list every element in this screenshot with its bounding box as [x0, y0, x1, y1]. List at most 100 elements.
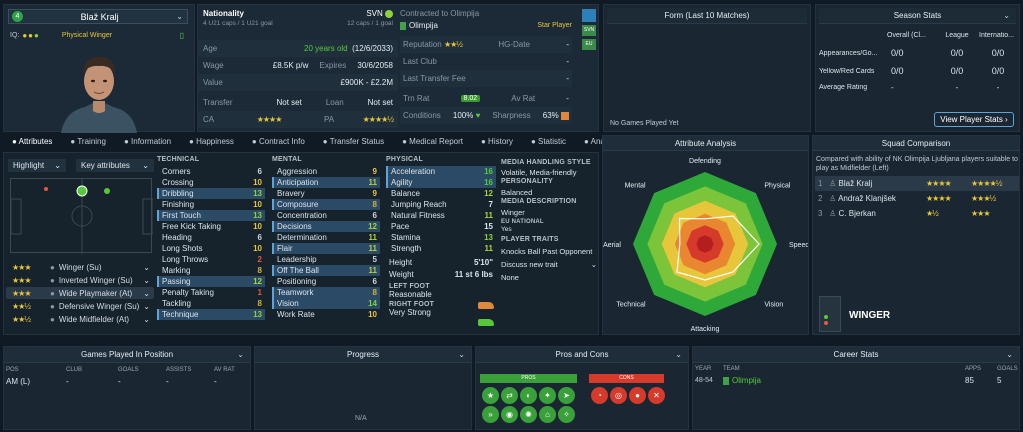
badge-blue[interactable] — [582, 9, 596, 22]
attribute-row[interactable]: Finishing 10 — [157, 199, 265, 210]
highlight-dropdown[interactable]: Highlight ⌄ — [8, 159, 66, 172]
chevron-down-icon[interactable]: ⌄ — [458, 350, 465, 359]
attribute-row[interactable]: Anticipation 11 — [272, 177, 380, 188]
chevron-down-icon[interactable]: ⌄ — [675, 350, 682, 359]
tab-history[interactable]: ● History — [480, 137, 513, 146]
chevron-down-icon[interactable]: ⌄ — [176, 12, 183, 21]
role-row[interactable]: ★★★ ● Inverted Winger (Su) ⌄ — [6, 274, 154, 286]
season-col-league[interactable]: League — [945, 32, 969, 39]
games-col-goals[interactable]: GOALS — [118, 367, 139, 373]
attribute-row[interactable]: Composure 8 — [272, 199, 380, 210]
squad-row[interactable]: 2 ♙ Andraž Klanjšek ★★★★ ★★★½ — [815, 191, 1019, 206]
attribute-row[interactable]: Strength 11 — [386, 243, 496, 254]
attribute-row[interactable]: Agility 16 — [386, 177, 496, 188]
attribute-row[interactable]: First Touch 13 — [157, 210, 265, 221]
attribute-row[interactable]: Corners 6 — [157, 166, 265, 177]
season-col-overall[interactable]: Overall (Cl... — [887, 32, 926, 39]
role-row[interactable]: ★★★ ● Winger (Su) ⌄ — [6, 261, 154, 273]
attribute-row[interactable]: Positioning 6 — [272, 276, 380, 287]
club-name[interactable]: Olimpija — [409, 21, 438, 30]
career-col-year[interactable]: YEAR — [695, 366, 712, 372]
career-col-goals[interactable]: GOALS — [997, 366, 1018, 372]
attribute-row[interactable]: Dribbling 13 — [157, 188, 265, 199]
tab-statistic[interactable]: ● Statistic — [530, 137, 567, 146]
dot-icon: ● — [50, 275, 55, 285]
attribute-row[interactable]: Tackling 8 — [157, 298, 265, 309]
chevron-down-icon[interactable]: ⌄ — [1003, 11, 1010, 20]
attribute-row[interactable]: Natural Fitness 11 — [386, 210, 496, 221]
games-col-assists[interactable]: ASSISTS — [166, 367, 192, 373]
tackle-icon[interactable]: ✕ — [648, 387, 665, 404]
attribute-row[interactable]: Long Throws 2 — [157, 254, 265, 265]
role-row[interactable]: ★★★ ● Wide Playmaker (At) ⌄ — [6, 287, 154, 299]
attribute-row[interactable]: Marking 8 — [157, 265, 265, 276]
star-icon[interactable]: ★ — [482, 387, 499, 404]
attribute-row[interactable]: Jumping Reach 7 — [386, 199, 496, 210]
badge-svn[interactable]: SVN — [582, 25, 596, 36]
career-col-team[interactable]: TEAM — [723, 366, 740, 372]
touch-icon[interactable]: ✦ — [539, 387, 556, 404]
speed-icon[interactable]: » — [482, 406, 499, 423]
vision-icon[interactable]: ◉ — [501, 406, 518, 423]
run-icon[interactable]: ➤ — [558, 387, 575, 404]
career-team[interactable]: Olimpija — [732, 376, 761, 385]
attribute-row[interactable]: Leadership 5 — [272, 254, 380, 265]
attribute-row[interactable]: Passing 12 — [157, 276, 265, 287]
attribute-row[interactable]: Acceleration 16 — [386, 166, 496, 177]
player-name-bar[interactable]: 4 Blaž Kralj ⌄ — [8, 9, 188, 24]
clipboard-icon[interactable]: ▯ — [179, 30, 184, 40]
games-col-avrat[interactable]: AV RAT — [214, 367, 235, 373]
tab-happiness[interactable]: ● Happiness — [189, 137, 234, 146]
games-col-club[interactable]: CLUB — [66, 367, 83, 373]
pass-icon[interactable]: ⇄ — [501, 387, 518, 404]
attribute-row[interactable]: Bravery 9 — [272, 188, 380, 199]
tab-attributes[interactable]: ● Attributes — [12, 137, 53, 146]
role-row[interactable]: ★★½ ● Wide Midfielder (At) ⌄ — [6, 313, 154, 325]
flair-icon[interactable]: ✧ — [558, 406, 575, 423]
attribute-row[interactable]: Stamina 13 — [386, 232, 496, 243]
career-row[interactable]: 48-54 Olimpija 85 5 — [695, 376, 1015, 385]
role-row[interactable]: ★★½ ● Defensive Winger (Su) ⌄ — [6, 300, 154, 312]
position-pitch[interactable] — [10, 178, 154, 254]
attribute-row[interactable]: Heading 6 — [157, 232, 265, 243]
attribute-row[interactable]: Vision 14 — [272, 298, 380, 309]
squad-row[interactable]: 1 ♙ Blaž Kralj ★★★★ ★★★★½ — [815, 176, 1019, 191]
key-attributes-dropdown[interactable]: Key attributes ⌄ — [76, 159, 154, 172]
tab-information[interactable]: ● Information — [123, 137, 172, 146]
tab-medical-report[interactable]: ● Medical Report — [402, 137, 463, 146]
games-row[interactable]: AM (L) - - - - — [6, 377, 248, 386]
header-icon[interactable]: ● — [629, 387, 646, 404]
attribute-row[interactable]: Determination 11 — [272, 232, 380, 243]
season-col-intl[interactable]: Internatio... — [979, 32, 1015, 39]
tab-transfer-status[interactable]: ● Transfer Status — [322, 137, 385, 146]
boot-icon[interactable]: ⌂ — [539, 406, 556, 423]
attribute-row[interactable]: Technique 13 — [157, 309, 265, 320]
dribble-icon[interactable]: ◐ — [520, 387, 537, 404]
attribute-row[interactable]: Pace 15 — [386, 221, 496, 232]
attribute-row[interactable]: Long Shots 10 — [157, 243, 265, 254]
attribute-row[interactable]: Work Rate 10 — [272, 309, 380, 320]
attribute-row[interactable]: Concentration 6 — [272, 210, 380, 221]
attribute-row[interactable]: Penalty Taking 1 — [157, 287, 265, 298]
career-col-apps[interactable]: APPS — [965, 366, 982, 372]
games-col-pos[interactable]: POS — [6, 367, 19, 373]
view-player-stats-button[interactable]: View Player Stats › — [934, 112, 1014, 127]
squad-row[interactable]: 3 ♙ C. Bjerkan ★½ ★★★ — [815, 206, 1019, 221]
attribute-row[interactable]: Teamwork 8 — [272, 287, 380, 298]
attribute-row[interactable]: Flair 11 — [272, 243, 380, 254]
attribute-row[interactable]: Balance 12 — [386, 188, 496, 199]
chevron-down-icon[interactable]: ⌄ — [1006, 350, 1013, 359]
tab-contract-info[interactable]: ● Contract Info — [251, 137, 305, 146]
attribute-row[interactable]: Crossing 10 — [157, 177, 265, 188]
attribute-row[interactable]: Free Kick Taking 10 — [157, 221, 265, 232]
target-icon[interactable]: ◎ — [610, 387, 627, 404]
attribute-row[interactable]: Aggression 9 — [272, 166, 380, 177]
attribute-row[interactable]: Decisions 12 — [272, 221, 380, 232]
corner-icon[interactable]: ◔ — [591, 387, 608, 404]
attribute-row[interactable]: Off The Ball 11 — [272, 265, 380, 276]
discuss-trait-dropdown[interactable]: Discuss new trait ⌄ — [501, 260, 597, 269]
brain-icon[interactable]: ✺ — [520, 406, 537, 423]
badge-eu[interactable]: EU — [582, 39, 596, 50]
chevron-down-icon[interactable]: ⌄ — [237, 350, 244, 359]
tab-training[interactable]: ● Training — [70, 137, 106, 146]
